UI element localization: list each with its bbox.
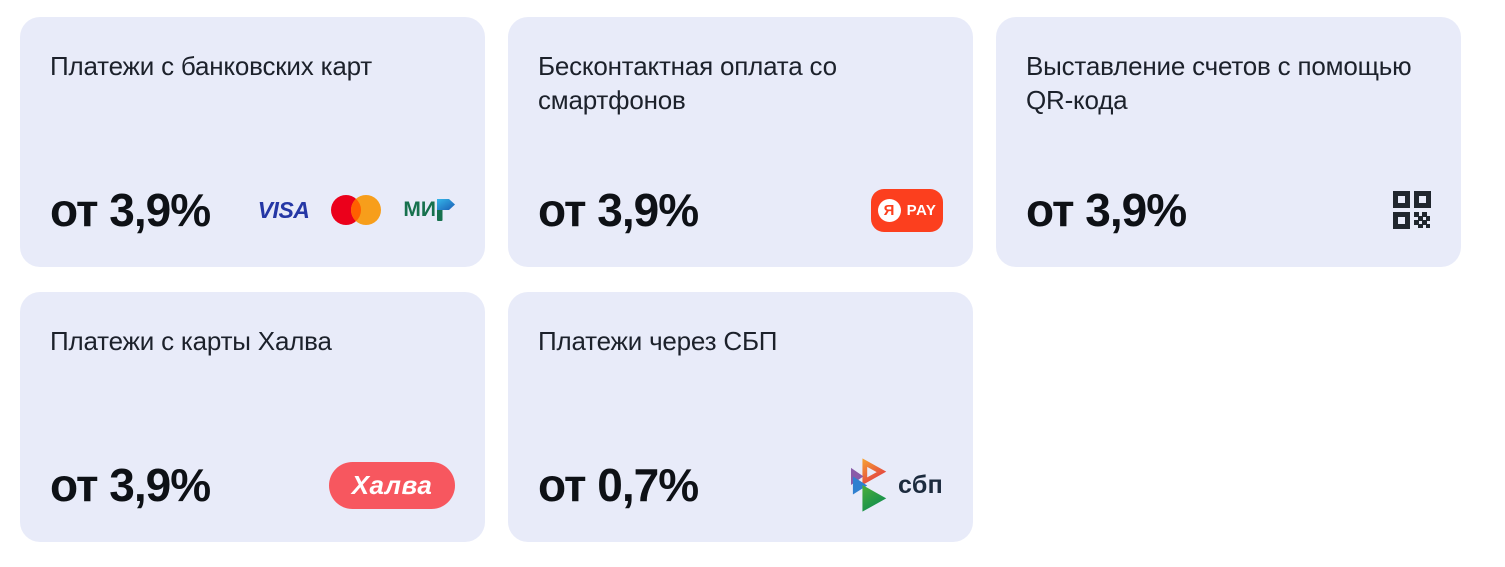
visa-icon: VISA: [257, 196, 310, 223]
yandex-pay-icon: Я PAY: [871, 188, 943, 232]
yandex-pay-label: PAY: [906, 201, 937, 219]
halva-icon: Халва: [329, 461, 455, 509]
halva-label: Халва: [351, 469, 433, 500]
mir-r-arrow: [437, 199, 455, 221]
sbp-icon: сбп: [850, 458, 943, 512]
card-bottom: от 0,7%: [538, 458, 943, 512]
sbp-label: сбп: [897, 470, 943, 499]
mir-icon: МИ: [403, 198, 455, 222]
card-bottom: от 3,9% VISA МИ: [50, 183, 455, 237]
card-qr-invoicing: Выставление счетов с помощью QR-кода от …: [996, 17, 1461, 267]
rate-value: от 3,9%: [50, 459, 211, 511]
card-halva: Платежи с карты Халва от 3,9% Халва: [20, 292, 485, 542]
card-bank-cards: Платежи с банковских карт от 3,9% VISA М…: [20, 17, 485, 267]
mastercard-icon: [331, 195, 382, 225]
card-bottom: от 3,9% Халва: [50, 458, 455, 512]
card-title: Платежи с банковских карт: [50, 51, 372, 81]
rate-value: от 3,9%: [50, 184, 211, 236]
card-title: Платежи через СБП: [538, 326, 778, 356]
rate-value: от 3,9%: [1026, 184, 1187, 236]
card-contactless: Бесконтактная оплата со смартфонов от 3,…: [508, 17, 973, 267]
payment-pricing-grid: Платежи с банковских карт от 3,9% VISA М…: [20, 17, 1461, 542]
card-title: Платежи с карты Халва: [50, 326, 332, 356]
mir-letters: МИ: [403, 198, 436, 221]
rate-value: от 0,7%: [538, 459, 699, 511]
rate-value: от 3,9%: [538, 184, 699, 236]
card-title: Бесконтактная оплата со смартфонов: [538, 51, 837, 115]
qr-code-icon: [1393, 191, 1431, 229]
card-bottom: от 3,9% Я PAY: [538, 183, 943, 237]
card-sbp: Платежи через СБП от 0,7%: [508, 292, 973, 542]
yandex-circle: Я: [877, 198, 901, 222]
yandex-ya-letter: Я: [883, 201, 895, 219]
card-bottom: от 3,9%: [1026, 183, 1431, 237]
logo-row: VISA МИ: [258, 195, 455, 225]
sbp-mark: [850, 458, 887, 512]
card-title: Выставление счетов с помощью QR-кода: [1026, 51, 1412, 115]
